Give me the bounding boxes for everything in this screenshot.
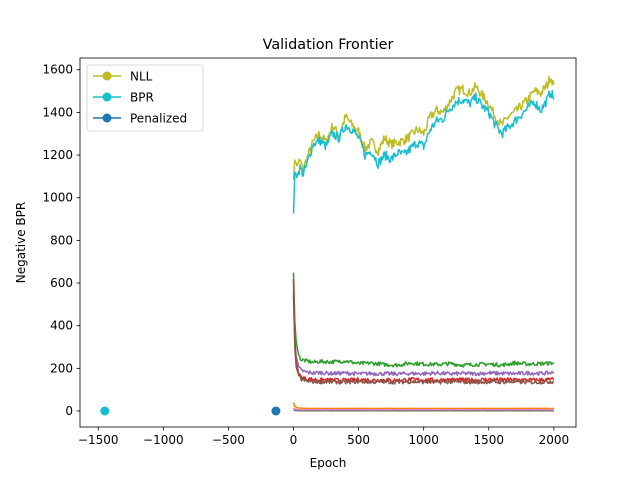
legend-label: NLL: [130, 70, 153, 84]
y-tick-label: 1000: [42, 191, 73, 205]
x-tick-label: 500: [347, 433, 370, 447]
series-line-2: [292, 272, 555, 368]
x-axis-title: Epoch: [310, 456, 347, 470]
legend-swatch-marker: [102, 92, 112, 102]
y-tick-label: 400: [50, 319, 73, 333]
x-tick-label: 1500: [474, 433, 505, 447]
x-tick-label: 0: [290, 433, 298, 447]
y-tick-label: 1200: [42, 148, 73, 162]
y-tick-label: 1400: [42, 105, 73, 119]
legend-swatch-marker: [102, 71, 112, 81]
scatter-point: [100, 406, 110, 416]
y-tick-label: 800: [50, 233, 73, 247]
y-tick-label: 200: [50, 361, 73, 375]
scatter-point: [271, 406, 281, 416]
plot-lines: [292, 75, 555, 412]
y-tick-label: 1600: [42, 63, 73, 77]
y-axis-title: Negative BPR: [14, 202, 28, 283]
axes-frame: [79, 57, 577, 428]
x-tick-label: 2000: [539, 433, 570, 447]
series-line-3: [292, 295, 555, 377]
y-tick-label: 0: [65, 404, 73, 418]
legend: NLL BPR Penalized: [86, 64, 204, 132]
legend-label: Penalized: [130, 112, 187, 126]
legend-box: [86, 64, 204, 132]
legend-label: BPR: [130, 91, 154, 105]
plot-points: [100, 406, 281, 416]
x-tick-label: −1000: [143, 433, 184, 447]
series-line-7: [292, 407, 554, 411]
series-line-nll: [292, 75, 555, 180]
x-tick-label: −1500: [78, 433, 119, 447]
x-tick-label: −500: [212, 433, 245, 447]
chart-title: Validation Frontier: [263, 37, 394, 53]
legend-swatch-marker: [102, 113, 112, 123]
series-line-bpr: [292, 90, 555, 214]
series-line-5: [292, 291, 555, 385]
y-axis: 0 200 400 600 800 1000 1200 1400 1600: [42, 63, 80, 418]
x-tick-label: 1000: [408, 433, 439, 447]
series-line-8: [293, 409, 554, 412]
x-axis: −1500 −1000 −500 0 500 1000 1500 2000: [78, 427, 569, 447]
series-line-6: [292, 402, 554, 410]
y-tick-label: 600: [50, 276, 73, 290]
